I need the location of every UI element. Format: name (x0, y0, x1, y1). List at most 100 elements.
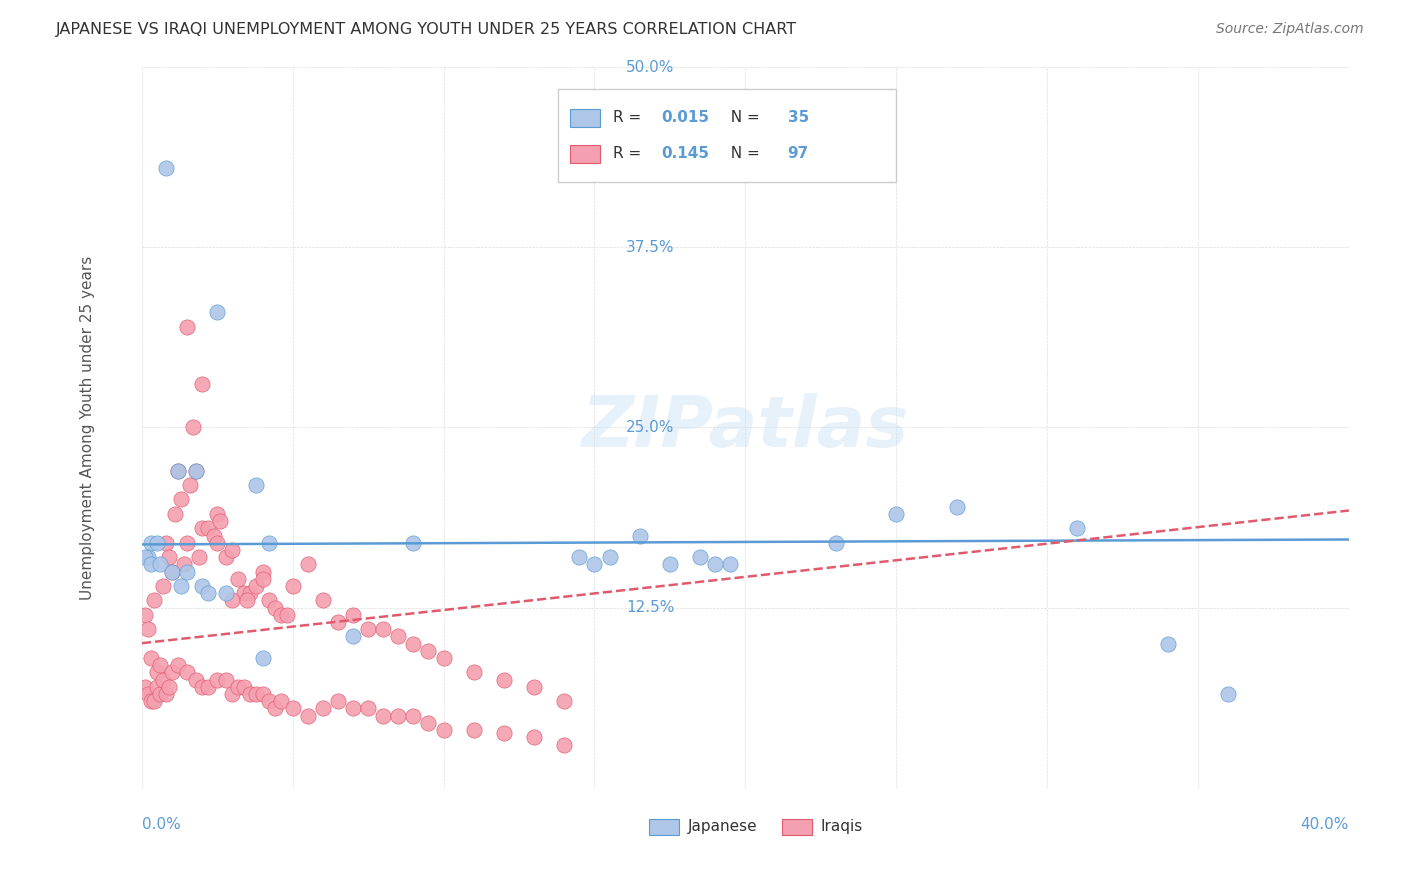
Point (245, 687, 267, 701)
Point (163, 507, 186, 521)
Point (432, 651, 454, 665)
Point (176, 535, 198, 549)
Point (160, 665, 183, 680)
Point (134, 607, 156, 622)
Text: R =: R = (613, 110, 645, 125)
Point (176, 565, 198, 579)
Text: R =: R = (613, 146, 645, 161)
Text: 35: 35 (787, 110, 808, 125)
Point (146, 680, 169, 694)
Point (553, 694, 575, 708)
Point (170, 492, 193, 507)
Text: 40.0%: 40.0% (1301, 816, 1348, 831)
Point (215, 586, 238, 600)
Point (718, 558, 741, 572)
Text: N =: N = (721, 146, 765, 161)
Point (281, 579, 304, 593)
Point (228, 572, 250, 586)
Point (167, 464, 190, 478)
Point (186, 673, 208, 687)
Point (245, 579, 267, 593)
Point (523, 680, 546, 694)
Point (134, 680, 156, 694)
Point (357, 622, 380, 636)
Point (179, 478, 201, 492)
Point (463, 665, 485, 680)
Point (207, 305, 229, 319)
Point (197, 680, 219, 694)
Point (239, 586, 262, 600)
Point (233, 586, 256, 600)
Point (228, 680, 250, 694)
Point (136, 622, 159, 636)
Point (139, 535, 162, 549)
Point (523, 731, 546, 745)
Point (239, 687, 262, 701)
Point (215, 550, 238, 565)
Point (297, 558, 319, 572)
FancyBboxPatch shape (782, 819, 811, 835)
Point (155, 687, 177, 701)
Point (824, 535, 846, 549)
Point (197, 586, 219, 600)
Text: 0.145: 0.145 (661, 146, 709, 161)
Point (233, 680, 256, 694)
Point (181, 420, 204, 434)
Point (146, 665, 169, 680)
Point (257, 593, 280, 607)
Point (387, 629, 409, 643)
Point (357, 701, 380, 715)
Point (402, 708, 425, 723)
Point (207, 535, 229, 549)
Point (191, 680, 214, 694)
Point (186, 464, 208, 478)
Point (257, 694, 280, 708)
Point (342, 607, 364, 622)
Point (146, 535, 169, 549)
Point (152, 579, 174, 593)
Point (418, 715, 440, 730)
Text: ZIPatlas: ZIPatlas (582, 393, 910, 462)
Point (142, 593, 165, 607)
Point (387, 708, 409, 723)
Point (149, 558, 172, 572)
Point (628, 528, 651, 542)
Text: N =: N = (721, 110, 765, 125)
Point (252, 651, 274, 665)
Text: 37.5%: 37.5% (626, 240, 675, 255)
Point (139, 651, 162, 665)
Point (202, 528, 225, 542)
Point (136, 687, 159, 701)
Point (191, 521, 214, 535)
Point (402, 535, 425, 549)
Point (1066, 521, 1088, 535)
Point (704, 558, 727, 572)
Point (157, 680, 180, 694)
Text: 0.015: 0.015 (661, 110, 709, 125)
Point (160, 565, 183, 579)
FancyBboxPatch shape (648, 819, 679, 835)
Point (252, 572, 274, 586)
Text: Iraqis: Iraqis (820, 819, 862, 834)
Point (221, 687, 243, 701)
Point (236, 593, 259, 607)
Point (173, 558, 195, 572)
Text: Source: ZipAtlas.com: Source: ZipAtlas.com (1216, 22, 1364, 37)
Point (270, 694, 292, 708)
FancyBboxPatch shape (571, 145, 600, 162)
Point (215, 673, 238, 687)
Point (134, 550, 156, 565)
FancyBboxPatch shape (571, 109, 600, 127)
Point (149, 687, 172, 701)
Point (945, 500, 967, 514)
Point (167, 464, 190, 478)
Point (149, 658, 172, 673)
Point (167, 658, 190, 673)
Point (186, 464, 208, 478)
Point (152, 673, 174, 687)
Point (373, 708, 395, 723)
Point (139, 694, 162, 708)
Text: Japanese: Japanese (688, 819, 756, 834)
Point (221, 543, 243, 558)
Point (418, 644, 440, 658)
